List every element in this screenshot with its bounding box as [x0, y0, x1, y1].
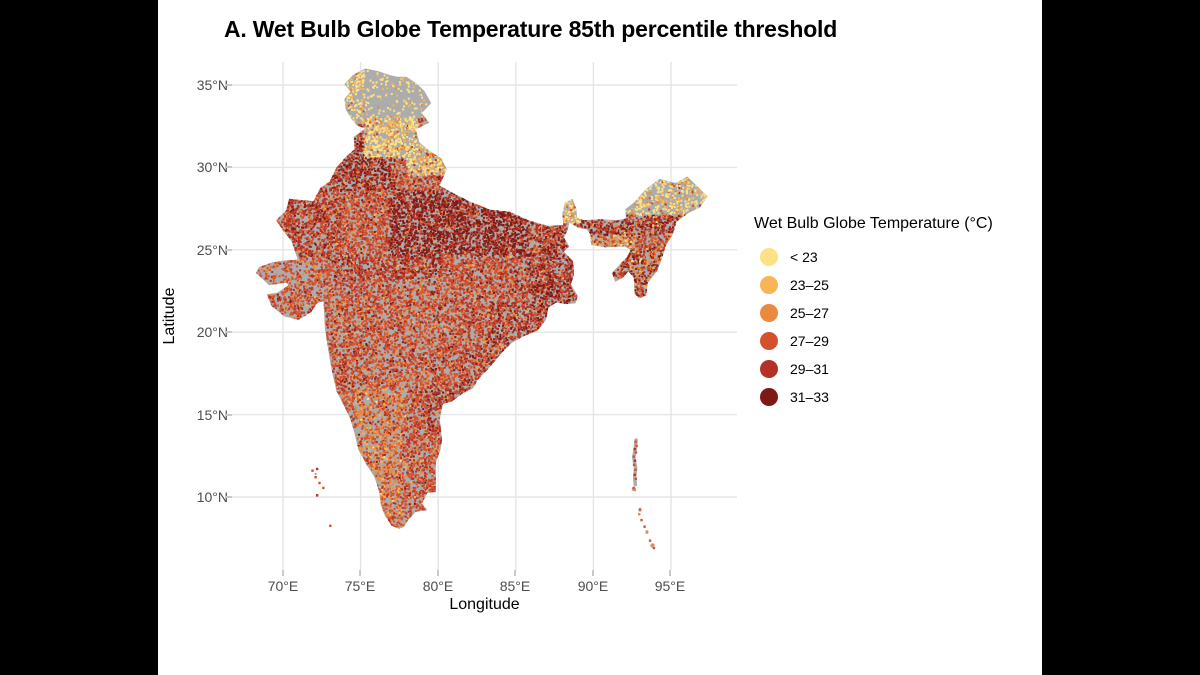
legend-item: 29–31 [754, 355, 1040, 383]
x-tick-label-70e: 70°E [267, 578, 299, 594]
legend-item: 23–25 [754, 271, 1040, 299]
india-dot-map [232, 62, 737, 570]
y-tick-label-35n: 35°N [196, 77, 228, 93]
y-tick-mark [226, 496, 232, 498]
x-tick-mark [359, 570, 361, 576]
y-tick-mark [226, 331, 232, 333]
x-tick-label-75e: 75°E [344, 578, 376, 594]
legend-item: 31–33 [754, 383, 1040, 411]
x-tick-mark [437, 570, 439, 576]
legend-item-label: 25–27 [790, 305, 829, 321]
y-tick-label-20n: 20°N [196, 324, 228, 340]
y-tick-mark [226, 84, 232, 86]
legend-swatch-25-27 [760, 304, 778, 322]
x-tick-mark [669, 570, 671, 576]
y-tick-mark [226, 414, 232, 416]
legend-item-label: 29–31 [790, 361, 829, 377]
x-tick-label-90e: 90°E [577, 578, 609, 594]
y-tick-mark [226, 166, 232, 168]
legend-item-label: < 23 [790, 249, 818, 265]
x-tick-label-85e: 85°E [499, 578, 531, 594]
legend-title: Wet Bulb Globe Temperature (°C) [754, 215, 993, 232]
legend-item-label: 23–25 [790, 277, 829, 293]
plot-panel [232, 62, 737, 570]
legend-swatch-31-33 [760, 388, 778, 406]
y-tick-label-30n: 30°N [196, 159, 228, 175]
y-axis-title: Latitude [161, 287, 178, 345]
x-tick-mark [592, 570, 594, 576]
legend: Wet Bulb Globe Temperature (°C) < 23 23–… [754, 215, 1040, 411]
y-tick-label-10n: 10°N [196, 489, 228, 505]
y-tick-label-25n: 25°N [196, 242, 228, 258]
legend-item: 27–29 [754, 327, 1040, 355]
x-tick-label-95e: 95°E [654, 578, 686, 594]
y-tick-label-15n: 15°N [196, 407, 228, 423]
legend-swatch-27-29 [760, 332, 778, 350]
legend-item-label: 31–33 [790, 389, 829, 405]
legend-item: 25–27 [754, 299, 1040, 327]
figure-title: A. Wet Bulb Globe Temperature 85th perce… [224, 16, 838, 42]
x-tick-mark [282, 570, 284, 576]
legend-item: < 23 [754, 243, 1040, 271]
x-tick-mark [514, 570, 516, 576]
y-tick-mark [226, 249, 232, 251]
legend-item-label: 27–29 [790, 333, 829, 349]
legend-swatch-23-25 [760, 276, 778, 294]
figure-canvas-area: A. Wet Bulb Globe Temperature 85th perce… [158, 0, 1042, 675]
legend-swatch-lt23 [760, 248, 778, 266]
legend-swatch-29-31 [760, 360, 778, 378]
x-tick-label-80e: 80°E [422, 578, 454, 594]
x-axis-title: Longitude [449, 596, 520, 613]
